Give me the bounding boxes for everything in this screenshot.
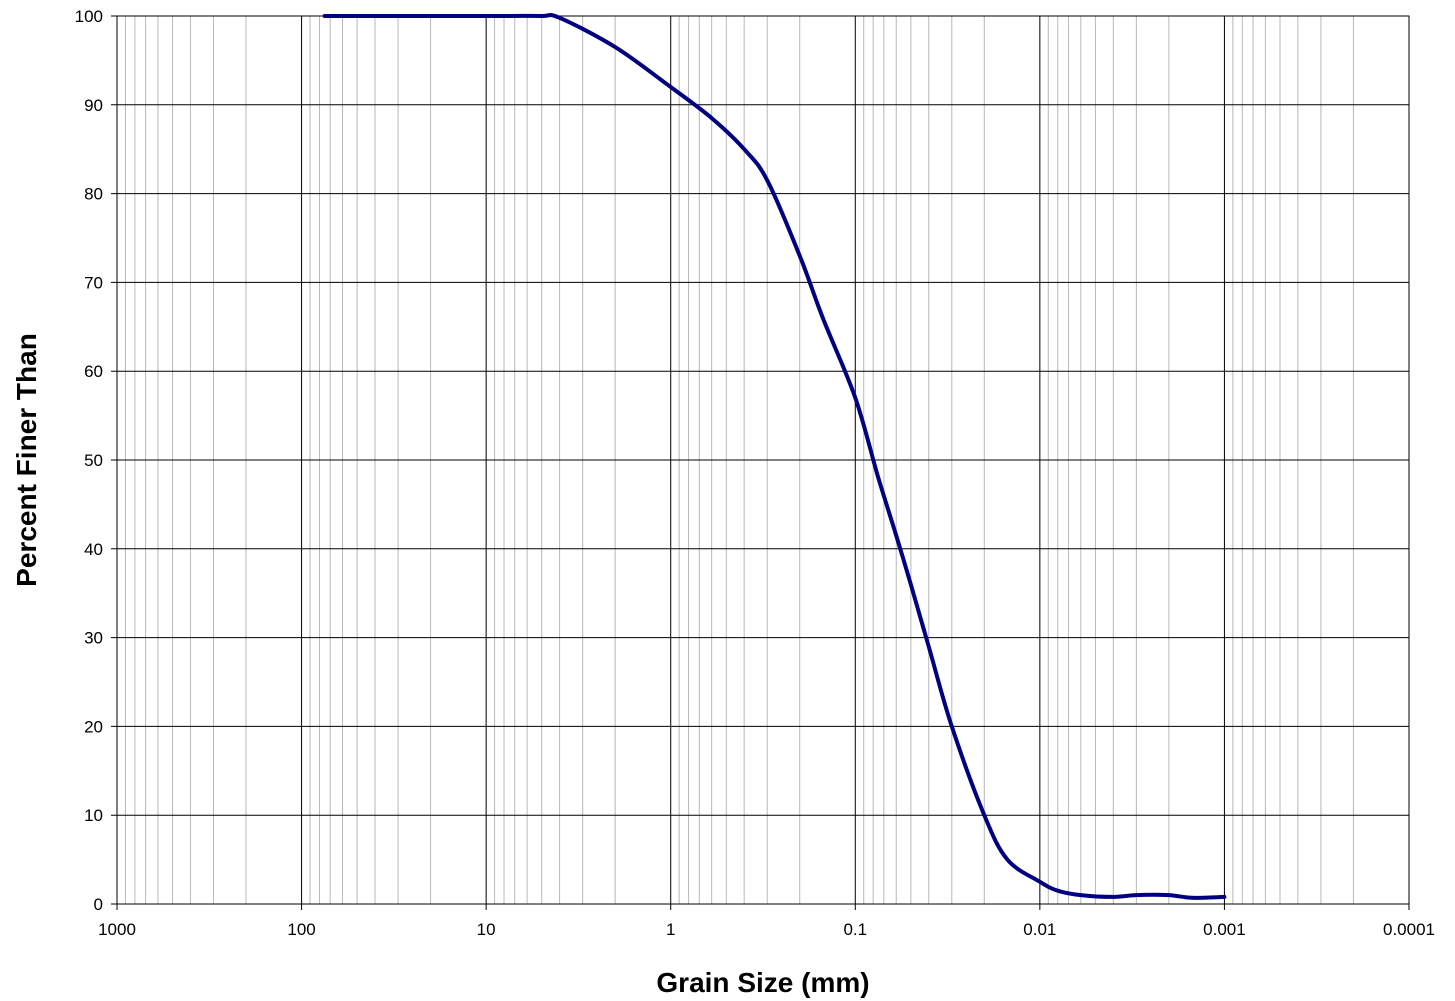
y-axis-title: Percent Finer Than [11,333,42,587]
x-axis-ticks: 1000 100 10 1 0.1 0.01 0.001 0.0001 [98,920,1435,939]
y-tick-label: 100 [75,7,103,26]
x-axis-title: Grain Size (mm) [656,967,869,998]
x-tick-label: 1 [666,920,675,939]
x-tick-label: 10 [477,920,496,939]
y-tick-label: 20 [84,717,103,736]
y-tick-label: 60 [84,362,103,381]
plot-area-border [116,15,1410,905]
series-line [322,13,1227,900]
x-tick-label: 0.001 [1203,920,1246,939]
y-tick-label: 90 [84,96,103,115]
major-grid [111,15,1410,910]
y-tick-label: 0 [94,895,103,914]
x-tick-label: 0.01 [1023,920,1056,939]
y-tick-label: 30 [84,629,103,648]
y-tick-label: 70 [84,273,103,292]
x-tick-label: 0.0001 [1383,920,1435,939]
x-tick-label: 1000 [98,920,136,939]
y-tick-label: 50 [84,451,103,470]
y-tick-label: 10 [84,806,103,825]
x-tick-label: 100 [287,920,315,939]
y-tick-label: 80 [84,185,103,204]
y-axis-ticks: 0 10 20 30 40 50 60 70 80 90 100 [75,7,103,914]
x-tick-label: 0.1 [843,920,867,939]
y-tick-label: 40 [84,540,103,559]
